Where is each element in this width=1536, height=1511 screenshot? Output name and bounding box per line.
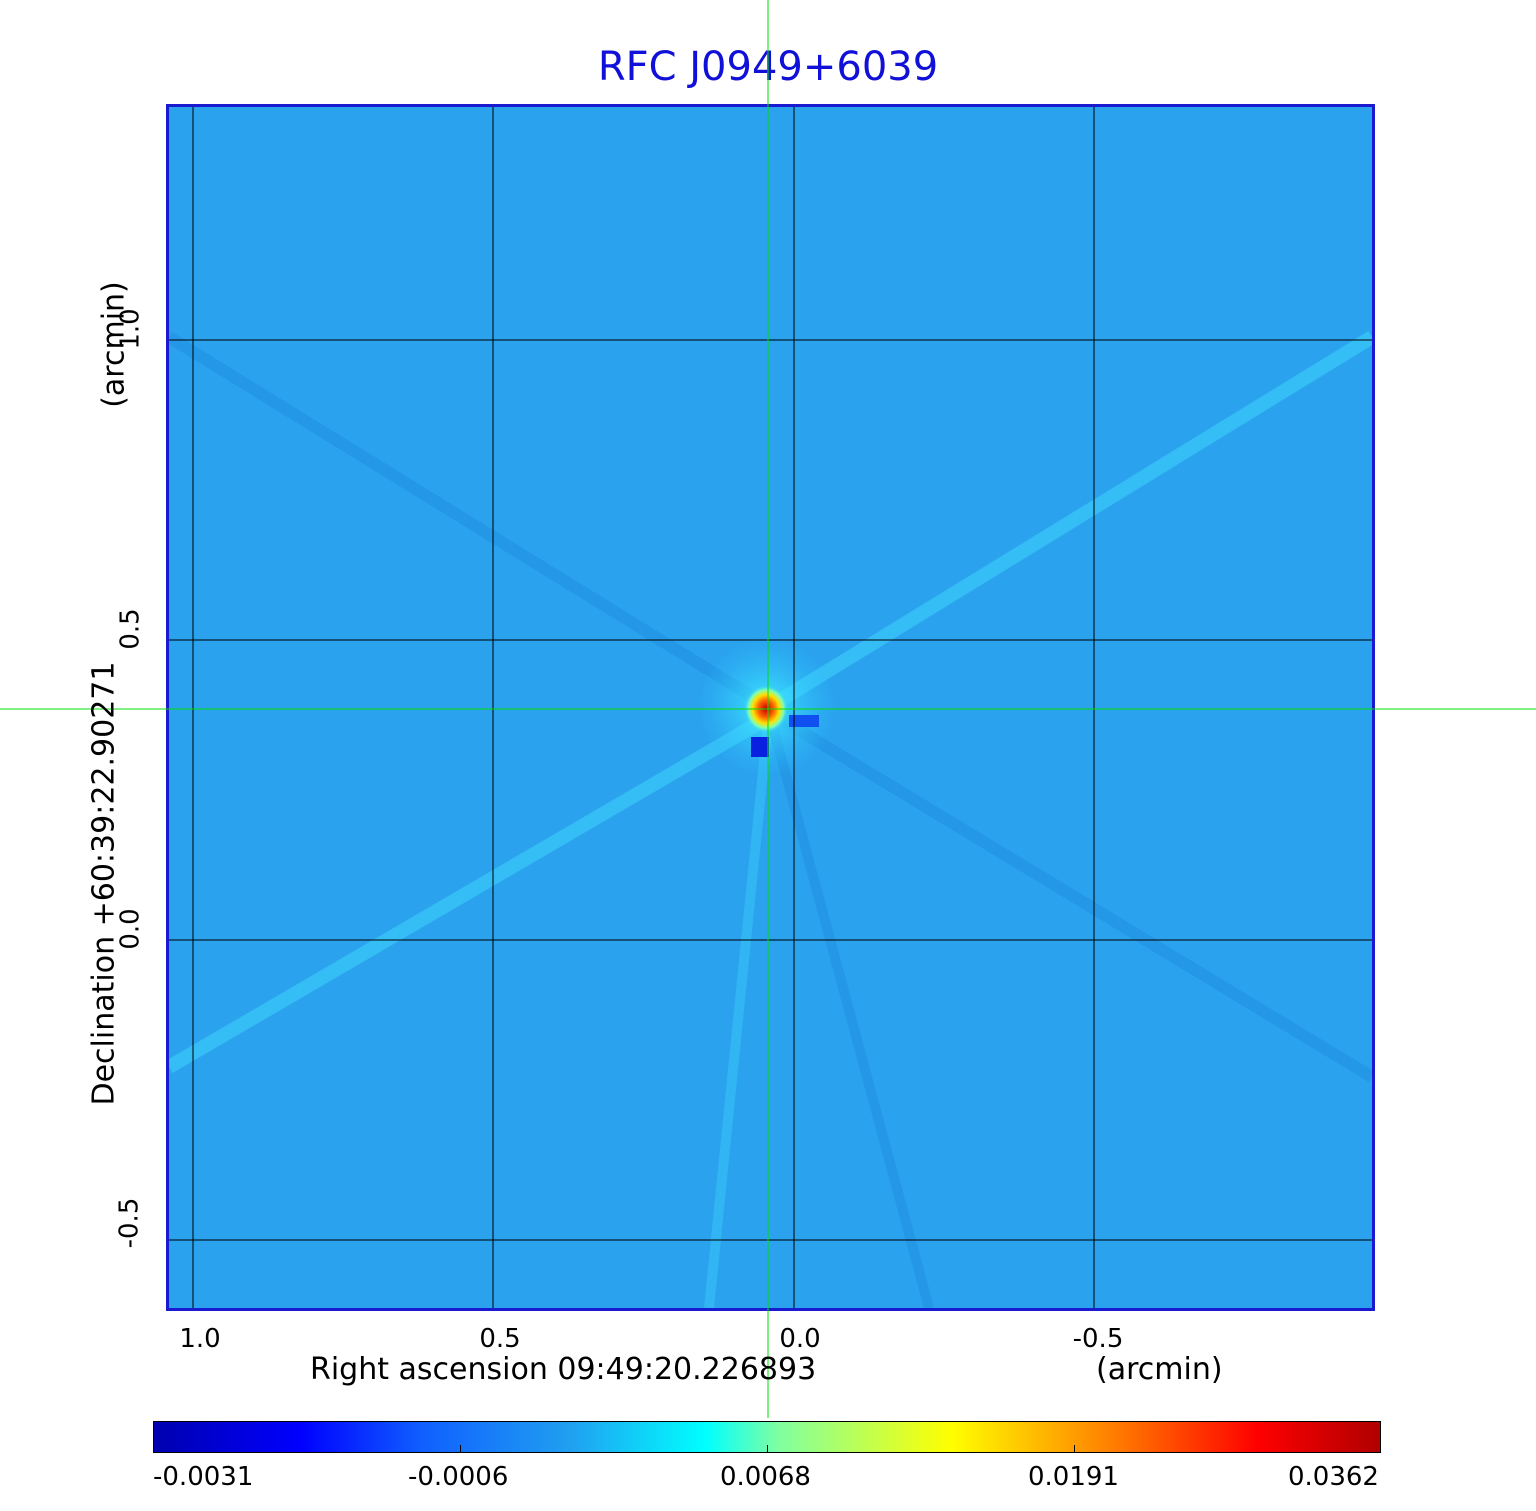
coordinate-grid	[169, 107, 1372, 1308]
negative-lobe-2	[789, 715, 819, 727]
colorbar-tick-label: -0.0031	[153, 1462, 254, 1492]
colorbar-tick	[460, 1445, 461, 1453]
sky-image[interactable]	[166, 104, 1375, 1311]
source-core	[744, 685, 788, 733]
colorbar-tick-label: 0.0191	[1028, 1462, 1119, 1492]
x-tick-label: 0.0	[779, 1324, 821, 1354]
colorbar-tick	[1074, 1445, 1075, 1453]
x-axis-unit: (arcmin)	[1096, 1352, 1223, 1387]
x-tick-label: 1.0	[179, 1324, 221, 1354]
negative-lobe	[751, 737, 769, 757]
y-axis-label: Declination +60:39:22.90271	[86, 661, 122, 1106]
colorbar-tick-label: -0.0006	[408, 1462, 509, 1492]
image-title: RFC J0949+6039	[597, 44, 939, 90]
colorbar-tick-label: 0.0068	[720, 1462, 811, 1492]
y-axis-unit: (arcmin)	[96, 281, 132, 408]
x-axis-label: Right ascension 09:49:20.226893	[310, 1352, 817, 1387]
sidelobe-streaks	[169, 331, 1372, 1308]
x-tick-label: -0.5	[1072, 1324, 1124, 1354]
sky-image-svg	[169, 107, 1372, 1308]
colorbar-tick-label: 0.0362	[1288, 1462, 1379, 1492]
colorbar-tick	[767, 1445, 768, 1453]
x-tick-label: 0.5	[479, 1324, 521, 1354]
y-tick-label: -0.5	[114, 1197, 145, 1249]
y-tick-label: 0.5	[115, 608, 146, 650]
